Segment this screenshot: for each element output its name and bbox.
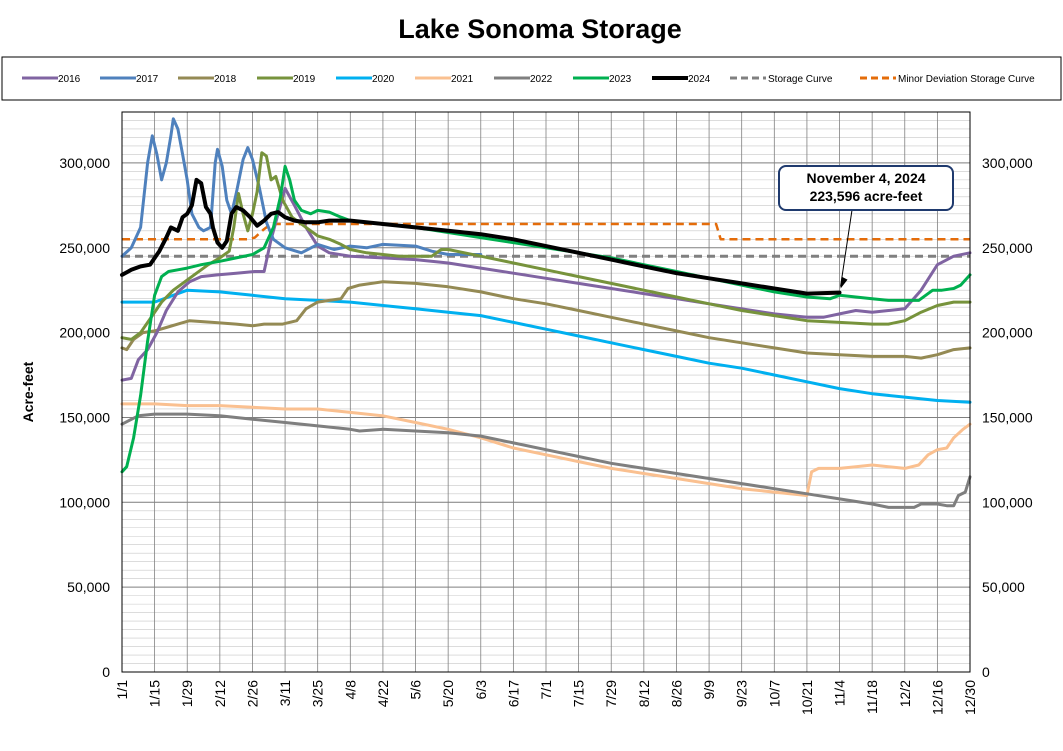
y-tick-label-left: 150,000 <box>59 409 110 425</box>
y-tick-label-left: 200,000 <box>59 325 110 341</box>
y-tick-label-left: 0 <box>102 664 110 680</box>
legend-label: 2020 <box>372 74 395 85</box>
x-tick-label: 11/18 <box>864 680 880 714</box>
x-tick-label: 2/12 <box>212 680 228 707</box>
x-tick-label: 8/26 <box>668 680 684 707</box>
x-tick-label: 1/29 <box>179 680 195 707</box>
annotation-text: 223,596 acre-feet <box>810 188 923 204</box>
annotation-arrow-line <box>840 209 853 287</box>
annotation-box <box>778 165 954 211</box>
legend-label: 2024 <box>688 74 711 85</box>
x-tick-label: 7/29 <box>603 680 619 707</box>
legend-label: 2023 <box>609 74 632 85</box>
legend: 2016 2017 2018 2019 2020 2021 2022 2023 2024 Stor… <box>22 74 1035 85</box>
series-line-2016 <box>120 186 972 382</box>
y-axis-right: 0 50,000 100,000 150,000 200,000 250,000 300,0… <box>982 155 1033 680</box>
legend-label: 2017 <box>136 74 159 85</box>
series-line-2024 <box>120 177 842 296</box>
y-tick-label-left: 300,000 <box>59 155 110 171</box>
legend-label: 2018 <box>214 74 237 85</box>
x-tick-label: 12/2 <box>897 680 913 707</box>
x-tick-label: 2/26 <box>244 680 260 707</box>
y-tick-label-left: 250,000 <box>59 240 110 256</box>
y-tick-label-right: 150,000 <box>982 409 1033 425</box>
y-tick-label-right: 50,000 <box>982 579 1025 595</box>
x-tick-label: 1/1 <box>114 680 130 700</box>
x-tick-label: 6/17 <box>505 680 521 707</box>
x-tick-label: 11/4 <box>832 680 848 706</box>
series-line-2018 <box>120 280 972 360</box>
x-tick-label: 12/30 <box>962 680 978 715</box>
series-line-2017 <box>120 117 483 258</box>
x-tick-label: 9/23 <box>734 680 750 707</box>
legend-label: 2019 <box>293 74 316 85</box>
series-layer <box>120 117 972 509</box>
x-tick-label: 9/9 <box>701 680 717 700</box>
annotation-arrow-head <box>840 276 848 289</box>
legend-label: 2022 <box>530 74 553 85</box>
x-tick-label: 8/12 <box>636 680 652 707</box>
x-tick-label: 1/15 <box>147 680 163 707</box>
legend-label: 2021 <box>451 74 474 85</box>
chart-title: Lake Sonoma Storage <box>398 14 682 44</box>
y-axis-label: Acre-feet <box>20 361 36 422</box>
x-tick-label: 4/22 <box>375 680 391 707</box>
y-tick-label-left: 50,000 <box>67 579 110 595</box>
y-tick-label-left: 100,000 <box>59 494 110 510</box>
x-tick-label: 7/1 <box>538 680 554 700</box>
x-tick-label: 6/3 <box>473 680 489 700</box>
x-tick-label: 4/8 <box>342 680 358 700</box>
y-tick-label-right: 200,000 <box>982 325 1033 341</box>
x-axis: 1/1 1/15 1/29 2/12 2/26 3/11 3/25 4/8 4/22 5/6 5/2… <box>114 680 978 715</box>
x-tick-label: 5/6 <box>408 680 424 700</box>
series-line-2019 <box>120 151 972 341</box>
x-tick-label: 10/21 <box>799 680 815 715</box>
series-line-2021 <box>120 402 972 497</box>
plot-border <box>121 111 971 673</box>
y-tick-label-right: 0 <box>982 664 990 680</box>
series-line-2020 <box>120 288 972 404</box>
y-tick-label-right: 100,000 <box>982 494 1033 510</box>
legend-label: Storage Curve <box>768 74 833 85</box>
x-tick-label: 5/20 <box>440 680 456 707</box>
x-tick-label: 7/15 <box>571 680 587 707</box>
y-axis-left: 0 50,000 100,000 150,000 200,000 250,000 300,0… <box>59 155 110 680</box>
y-tick-label-right: 300,000 <box>982 155 1033 171</box>
x-tick-label: 3/11 <box>277 680 293 706</box>
series-line-2022 <box>120 412 972 509</box>
annotation-text: November 4, 2024 <box>806 170 925 186</box>
x-tick-label: 3/25 <box>310 680 326 707</box>
legend-label: Minor Deviation Storage Curve <box>898 74 1035 85</box>
x-tick-label: 12/16 <box>929 680 945 715</box>
annotation-callout: November 4, 2024 223,596 acre-feet <box>778 165 954 289</box>
x-tick-label: 10/7 <box>766 680 782 707</box>
legend-label: 2016 <box>58 74 81 85</box>
y-tick-label-right: 250,000 <box>982 240 1033 256</box>
